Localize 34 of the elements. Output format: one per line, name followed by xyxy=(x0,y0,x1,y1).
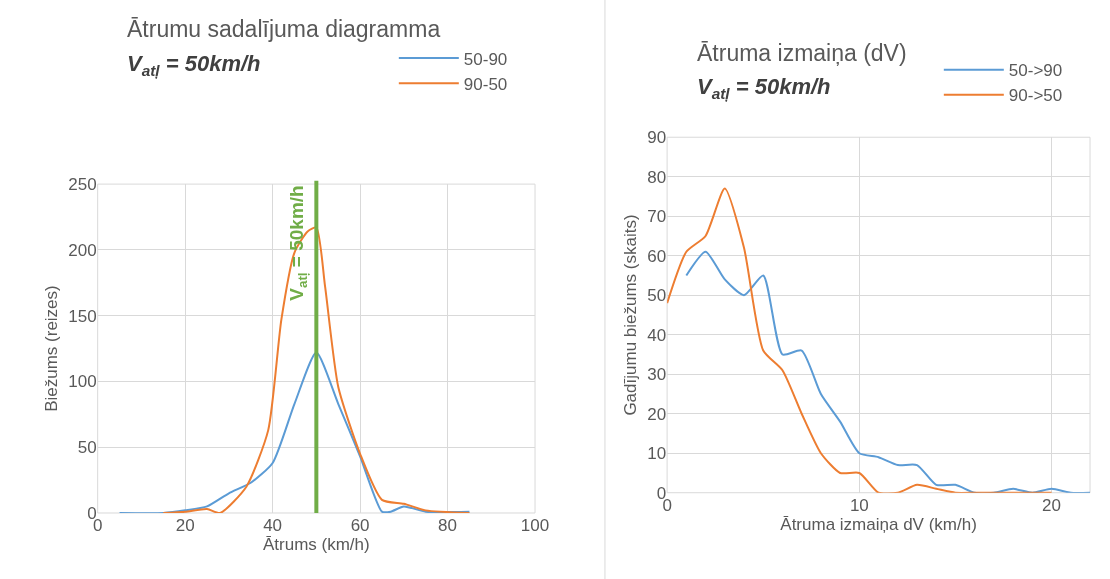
y-tick-label: 150 xyxy=(68,306,97,326)
legend-label: 50-90 xyxy=(463,49,508,69)
chart-title: Ātrumu sadalījuma diagramma xyxy=(127,16,441,42)
x-tick-label: 20 xyxy=(175,515,195,535)
x-tick-label: 40 xyxy=(263,515,283,535)
y-axis-title: Gadījumu biežums (skaits) xyxy=(620,214,640,416)
legend-label: 90-50 xyxy=(463,74,508,94)
x-tick-label: 60 xyxy=(350,515,370,535)
x-tick-label: 10 xyxy=(849,495,869,515)
legend-label: 90->50 xyxy=(1008,86,1063,106)
y-axis-title: Biežums (reizes) xyxy=(41,285,61,412)
legend-label: 50->90 xyxy=(1008,61,1063,81)
x-axis-title: Ātruma izmaiņa dV (km/h) xyxy=(780,514,977,534)
x-tick-label: 80 xyxy=(438,515,458,535)
y-tick-label: 100 xyxy=(68,372,97,392)
y-tick-label: 80 xyxy=(647,167,667,187)
x-axis-title: Ātrums (km/h) xyxy=(262,534,370,554)
chart-subtitle: V$_{atļ}$ = 50km/h xyxy=(697,74,831,102)
chart-subtitle: V$_{atļ}$ = 50km/h xyxy=(127,51,261,79)
y-tick-label: 30 xyxy=(647,365,667,385)
y-tick-label: 50 xyxy=(77,438,97,458)
chart-title: Ātruma izmaiņa (dV) xyxy=(697,40,907,66)
x-tick-label: 20 xyxy=(1042,495,1062,515)
line-series xyxy=(118,351,471,513)
y-tick-label: 250 xyxy=(68,175,97,195)
y-tick-label: 200 xyxy=(68,240,97,260)
y-tick-label: 70 xyxy=(647,207,667,227)
x-tick-label: 100 xyxy=(520,515,550,535)
y-tick-label: 50 xyxy=(647,286,667,306)
y-tick-label: 10 xyxy=(647,444,667,464)
y-tick-label: 90 xyxy=(647,128,667,148)
y-tick-label: 60 xyxy=(647,246,667,266)
y-tick-label: 20 xyxy=(647,404,667,424)
y-tick-label: 40 xyxy=(647,325,667,345)
